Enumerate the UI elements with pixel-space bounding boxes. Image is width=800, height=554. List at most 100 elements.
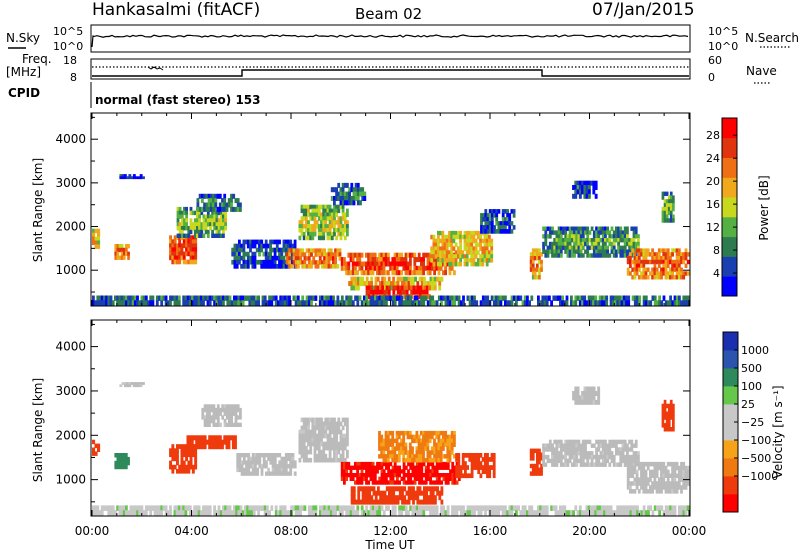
range-cell — [592, 510, 595, 516]
range-cell — [147, 300, 150, 306]
range-cell — [435, 442, 439, 447]
range-cell — [223, 206, 227, 212]
range-cell — [408, 446, 412, 451]
range-cell — [680, 461, 683, 467]
range-cell — [379, 490, 382, 496]
range-cell — [349, 469, 353, 474]
range-cell — [576, 395, 580, 401]
range-cell — [377, 499, 380, 505]
range-cell — [617, 439, 620, 445]
range-cell — [640, 473, 643, 478]
range-cell — [309, 441, 313, 447]
range-cell — [454, 261, 458, 267]
range-cell — [387, 281, 391, 287]
range-cell — [408, 430, 412, 436]
range-cell — [122, 456, 126, 462]
range-cell — [343, 216, 347, 221]
range-cell — [187, 233, 191, 238]
range-cell — [533, 463, 537, 469]
range-cell — [247, 456, 251, 461]
colorbar-segment — [722, 118, 737, 139]
range-cell — [433, 257, 436, 263]
range-cell — [328, 216, 332, 221]
range-cell — [430, 246, 434, 251]
range-cell — [592, 230, 596, 235]
range-cell — [474, 242, 478, 247]
range-cell — [459, 250, 462, 255]
range-cell — [212, 202, 215, 208]
range-cell — [555, 234, 559, 239]
range-cell — [600, 295, 604, 301]
range-cell — [368, 486, 371, 492]
range-cell — [228, 411, 231, 416]
range-cell — [235, 264, 239, 269]
range-cell — [282, 471, 286, 476]
range-cell — [230, 404, 233, 409]
range-cell — [378, 430, 381, 436]
range-cell — [280, 247, 284, 253]
range-cell — [644, 485, 648, 490]
range-cell — [452, 258, 456, 263]
range-cell — [280, 264, 284, 269]
range-cell — [568, 226, 572, 231]
range-cell — [313, 453, 317, 459]
range-cell — [397, 458, 401, 463]
range-cell — [202, 510, 205, 516]
range-cell — [120, 510, 124, 516]
range-cell — [258, 243, 261, 249]
range-cell — [215, 295, 219, 301]
range-cell — [400, 270, 403, 276]
range-cell — [592, 505, 595, 511]
range-cell — [440, 461, 444, 467]
range-cell — [365, 461, 368, 467]
range-cell — [604, 439, 607, 445]
range-cell — [488, 221, 492, 226]
range-cell — [677, 248, 681, 253]
range-cell — [601, 443, 605, 448]
range-cell — [651, 481, 654, 486]
range-cell — [326, 224, 330, 229]
range-cell — [553, 458, 557, 464]
colorbar-tick-label: 28 — [706, 129, 720, 142]
range-cell — [356, 261, 359, 267]
range-cell — [470, 234, 474, 240]
range-cell — [139, 176, 143, 180]
range-cell — [118, 505, 122, 511]
range-cell — [594, 295, 598, 301]
range-cell — [411, 510, 415, 516]
range-cell — [677, 469, 681, 475]
range-cell — [592, 391, 596, 396]
range-cell — [169, 243, 172, 249]
range-cell — [242, 264, 246, 269]
range-cell — [672, 423, 675, 428]
range-cell — [468, 230, 471, 236]
range-cell — [439, 250, 442, 255]
range-cell — [239, 415, 242, 420]
range-cell — [499, 300, 503, 306]
range-cell — [545, 505, 549, 511]
range-cell — [194, 460, 198, 466]
range-cell — [208, 404, 211, 409]
range-cell — [310, 248, 313, 253]
range-cell — [658, 510, 661, 516]
range-cell — [555, 443, 559, 448]
range-cell — [362, 261, 366, 267]
range-cell — [413, 257, 417, 263]
range-cell — [330, 212, 334, 217]
range-cell — [475, 505, 479, 511]
range-cell — [412, 486, 415, 492]
range-cell — [232, 407, 236, 413]
range-cell — [176, 243, 179, 249]
range-cell — [240, 471, 244, 476]
range-cell — [667, 415, 671, 420]
range-cell — [538, 259, 541, 265]
range-cell — [661, 206, 665, 212]
range-cell — [182, 448, 186, 453]
range-cell — [542, 241, 545, 247]
range-cell — [653, 256, 657, 261]
range-cell — [572, 300, 575, 306]
range-cell — [302, 433, 306, 439]
range-cell — [294, 510, 298, 516]
range-cell — [644, 256, 648, 261]
range-cell — [622, 300, 626, 306]
